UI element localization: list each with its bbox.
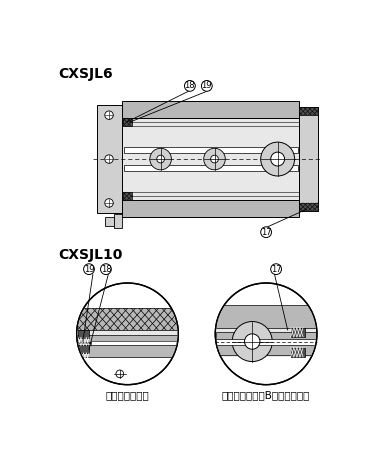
Circle shape [261,142,295,176]
Text: ピストンロッドB側ピストン部: ピストンロッドB側ピストン部 [222,390,310,400]
Circle shape [184,81,195,91]
Circle shape [84,264,94,275]
Bar [122,101,299,118]
Bar [291,348,305,357]
Circle shape [271,152,285,166]
Circle shape [105,111,113,119]
Text: 17: 17 [271,265,281,274]
Bar [122,118,299,200]
Circle shape [215,283,317,385]
Circle shape [232,321,272,362]
Bar [123,118,132,126]
Bar [216,311,316,357]
Text: CXSJL6: CXSJL6 [58,67,113,81]
Bar [123,192,132,200]
Bar [78,330,89,337]
Text: 18: 18 [101,265,111,274]
Circle shape [211,155,218,163]
Bar [78,336,177,357]
Bar [216,339,316,346]
Bar [124,165,298,171]
Circle shape [157,155,164,163]
Text: 18: 18 [185,81,195,91]
Text: 17: 17 [261,228,271,236]
Bar [124,147,298,153]
Bar [97,105,122,213]
Circle shape [261,227,271,237]
Bar [216,332,316,355]
Bar [216,304,316,328]
Circle shape [271,264,281,275]
Circle shape [77,283,178,385]
Circle shape [105,155,113,163]
Circle shape [245,334,260,349]
Text: 19: 19 [202,81,212,91]
Circle shape [101,264,111,275]
Bar [78,346,89,353]
Bar [299,108,318,211]
Text: ロッドカバー部: ロッドカバー部 [106,390,149,400]
Bar [299,108,318,115]
Circle shape [202,81,212,91]
Circle shape [116,370,124,378]
Text: 19: 19 [84,265,94,274]
Circle shape [204,148,225,170]
Bar [78,308,177,330]
Text: CXSJL10: CXSJL10 [58,248,122,261]
Circle shape [150,148,171,170]
Bar [114,214,122,228]
Bar [299,203,318,211]
Bar [91,341,177,346]
Bar [122,200,299,217]
Circle shape [105,199,113,207]
Bar [105,217,114,226]
Bar [291,328,305,337]
Bar [78,311,177,357]
